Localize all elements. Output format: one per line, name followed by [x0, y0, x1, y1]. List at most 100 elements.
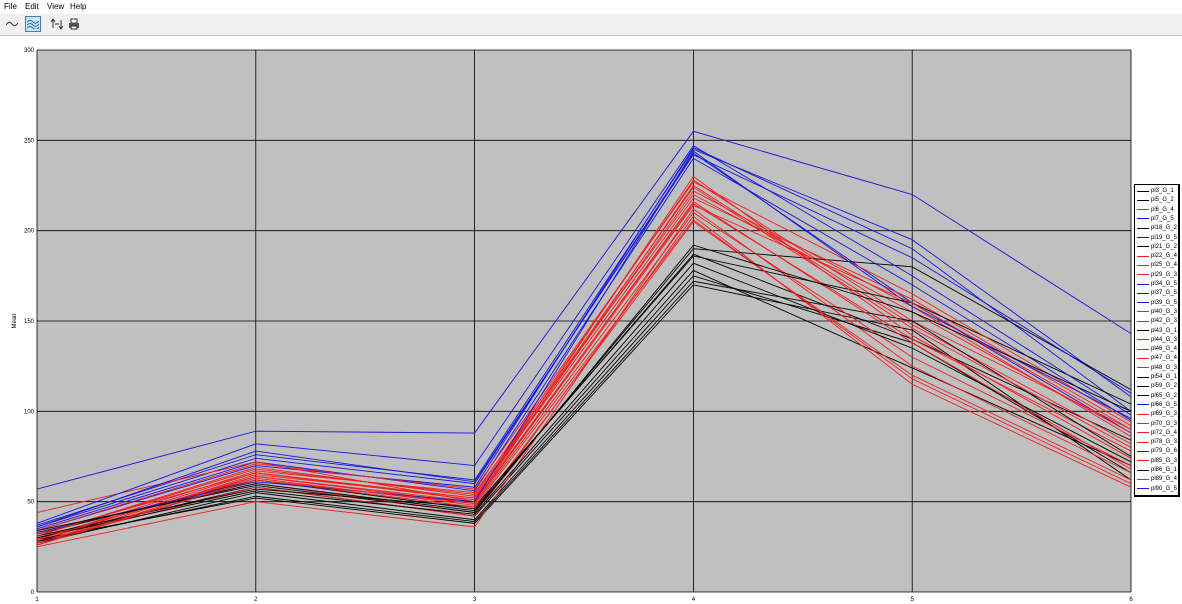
legend-swatch — [1137, 339, 1149, 341]
legend-swatch — [1137, 450, 1149, 452]
legend-swatch — [1137, 423, 1149, 424]
legend-label: pl25_G_4 — [1151, 262, 1178, 269]
series-line-pl37_G_5 — [36, 157, 1132, 530]
legend-label: pl48_G_3 — [1151, 364, 1178, 371]
y-tick-label: 150 — [24, 319, 35, 325]
legend-item: pl42_G_3 — [1137, 317, 1177, 325]
y-tick-label: 0 — [31, 590, 35, 596]
series-line-pl47_G_4 — [36, 193, 1132, 541]
legend-item: pl70_G_3 — [1137, 420, 1177, 428]
legend-item: pl44_G_3 — [1137, 336, 1177, 344]
legend-swatch — [1137, 376, 1149, 378]
x-tick-label: 1 — [35, 597, 39, 603]
legend-item: pl59_G_2 — [1137, 382, 1177, 390]
axis-swap-icon[interactable] — [49, 16, 65, 32]
legend-label: pl46_G_4 — [1151, 346, 1178, 353]
series-line-pl40_G_3 — [36, 211, 1132, 539]
legend-swatch — [1137, 302, 1149, 304]
legend-swatch — [1137, 311, 1149, 313]
legend-label: pl29_G_3 — [1151, 271, 1178, 278]
legend-swatch — [1137, 432, 1149, 434]
legend-label: pl22_G_4 — [1151, 253, 1178, 260]
x-tick-label: 6 — [1129, 597, 1133, 603]
legend-item: pl78_G_3 — [1137, 438, 1177, 446]
legend-item: pl3_G_1 — [1137, 187, 1174, 195]
x-tick-label: 5 — [911, 597, 915, 603]
legend-item: pl66_G_5 — [1137, 401, 1177, 409]
legend-swatch — [1137, 209, 1149, 211]
series-line-pl46_G_4 — [36, 197, 1132, 544]
y-tick-label: 200 — [24, 229, 35, 235]
legend-label: pl78_G_3 — [1151, 439, 1178, 446]
y-axis-ticks: 0 50 100 150 200 250 300 — [24, 48, 35, 596]
legend-swatch — [1137, 199, 1149, 201]
legend-swatch — [1137, 292, 1149, 294]
legend-label: pl5_G_2 — [1151, 197, 1174, 204]
legend-swatch — [1137, 460, 1149, 462]
series-line-pl42_G_3 — [36, 215, 1132, 542]
series-line-pl86_G_1 — [36, 244, 1132, 532]
legend-swatch — [1137, 478, 1149, 480]
series-line-pl66_G_5 — [36, 145, 1132, 524]
legend-item: pl86_G_1 — [1137, 466, 1177, 474]
menu-help[interactable]: Help — [70, 2, 87, 11]
parallel-coordinates-chart: 0 50 100 150 200 250 300 1 2 3 4 5 6 Mean — [12, 48, 1133, 603]
menu-edit[interactable]: Edit — [25, 2, 39, 11]
series-line-pl69_G_3 — [36, 175, 1132, 535]
legend-label: pl90_G_5 — [1151, 485, 1178, 492]
series-line-pl54_G_1 — [36, 255, 1132, 537]
legend-label: pl59_G_2 — [1151, 383, 1178, 390]
menu-view[interactable]: View — [47, 2, 65, 11]
series-line-pl43_G_1 — [36, 248, 1132, 533]
legend-swatch — [1137, 246, 1149, 248]
legend-label: pl65_G_2 — [1151, 392, 1178, 399]
series-line-pl34_G_5 — [36, 148, 1132, 526]
legend-item: pl85_G_3 — [1137, 457, 1177, 465]
legend-label: pl69_G_3 — [1151, 411, 1178, 418]
legend-item: pl40_G_3 — [1137, 308, 1177, 316]
legend-swatch — [1137, 385, 1149, 387]
legend-item: pl47_G_4 — [1137, 354, 1177, 362]
legend-label: pl7_G_5 — [1151, 215, 1174, 222]
legend-swatch — [1137, 441, 1149, 443]
legend-item: pl89_G_4 — [1137, 475, 1177, 483]
legend-item: pl43_G_1 — [1137, 327, 1177, 335]
y-tick-label: 50 — [27, 500, 34, 506]
legend-label: pl54_G_1 — [1151, 374, 1178, 380]
print-icon[interactable] — [66, 16, 82, 32]
menu-bar: File Edit View Help — [0, 0, 1182, 14]
legend-label: pl21_G_2 — [1151, 243, 1178, 250]
legend-item: pl5_G_2 — [1137, 196, 1174, 204]
legend-swatch — [1137, 274, 1149, 276]
legend-label: pl43_G_1 — [1151, 327, 1178, 334]
legend-label: pl34_G_5 — [1151, 281, 1178, 287]
y-axis-label: Mean — [12, 313, 18, 328]
x-tick-label: 2 — [254, 597, 258, 603]
area-chart-icon[interactable] — [25, 16, 41, 32]
legend-swatch — [1137, 330, 1149, 331]
series-line-pl65_G_2 — [36, 262, 1132, 539]
series-line-pl48_G_3 — [36, 208, 1132, 548]
legend-swatch — [1137, 218, 1149, 220]
legend-item: pl46_G_4 — [1137, 345, 1177, 353]
series-line-pl59_G_2 — [36, 280, 1132, 542]
legend-swatch — [1137, 395, 1149, 397]
legend-swatch — [1137, 488, 1149, 490]
line-chart-icon[interactable] — [4, 16, 20, 32]
legend-label: pl42_G_3 — [1151, 318, 1178, 325]
legend-label: pl6_G_4 — [1151, 206, 1174, 213]
grid-lines — [36, 49, 1132, 593]
legend-item: pl37_G_5 — [1137, 289, 1177, 297]
legend-item: pl39_G_5 — [1137, 299, 1177, 307]
legend-item: pl22_G_4 — [1137, 252, 1177, 260]
series-line-pl72_G_4 — [36, 181, 1132, 532]
legend-swatch — [1137, 264, 1149, 266]
legend-item: pl19_G_5 — [1137, 234, 1177, 242]
legend-swatch — [1137, 190, 1149, 192]
series-line-pl7_G_5 — [36, 146, 1132, 532]
menu-file[interactable]: File — [4, 2, 17, 11]
legend-item: pl21_G_2 — [1137, 243, 1177, 251]
legend-item: pl6_G_4 — [1137, 206, 1174, 214]
legend-item: pl69_G_3 — [1137, 410, 1177, 418]
series-line-pl90_G_5 — [36, 154, 1132, 528]
